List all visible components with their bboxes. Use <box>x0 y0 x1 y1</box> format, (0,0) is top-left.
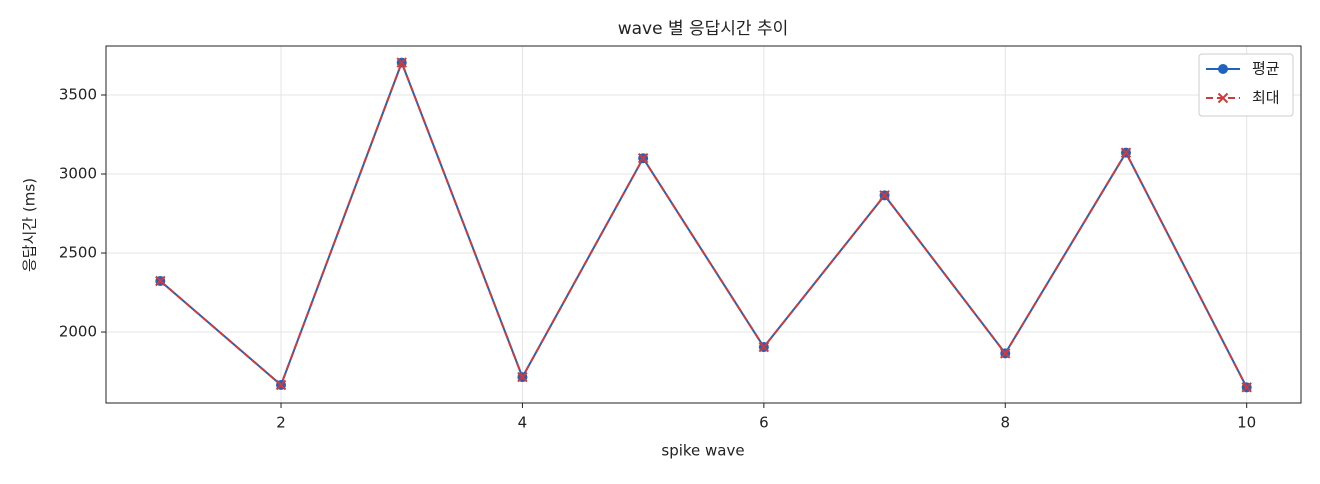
chart-title: wave 별 응답시간 추이 <box>618 19 789 39</box>
x-tick-label: 4 <box>518 414 528 432</box>
legend-label: 평균 <box>1252 60 1280 78</box>
data-point <box>1120 147 1132 158</box>
y-tick-label: 2000 <box>59 323 97 341</box>
y-axis-label: 응답시간 (ms) <box>21 178 39 272</box>
data-point <box>155 275 166 287</box>
y-tick-label: 3500 <box>59 85 97 103</box>
legend-marker <box>1218 64 1228 74</box>
data-point <box>879 190 890 201</box>
x-tick-label: 2 <box>276 414 286 432</box>
x-tick-label: 10 <box>1237 414 1256 432</box>
data-point <box>758 341 770 353</box>
y-tick-label: 2500 <box>59 244 97 262</box>
legend-marker <box>1217 92 1229 104</box>
data-point <box>517 371 528 383</box>
legend-label: 최대 <box>1252 89 1280 107</box>
data-point <box>396 57 407 68</box>
x-tick-label: 6 <box>759 414 769 432</box>
x-axis-label: spike wave <box>661 442 744 460</box>
plot-frame <box>105 45 1302 404</box>
y-tick-label: 3000 <box>59 165 97 183</box>
series-line <box>159 59 1248 388</box>
data-point <box>1241 382 1252 393</box>
data-point <box>275 379 287 391</box>
data-point <box>637 152 649 164</box>
x-tick-label: 8 <box>1000 414 1010 432</box>
data-point <box>1000 348 1011 359</box>
